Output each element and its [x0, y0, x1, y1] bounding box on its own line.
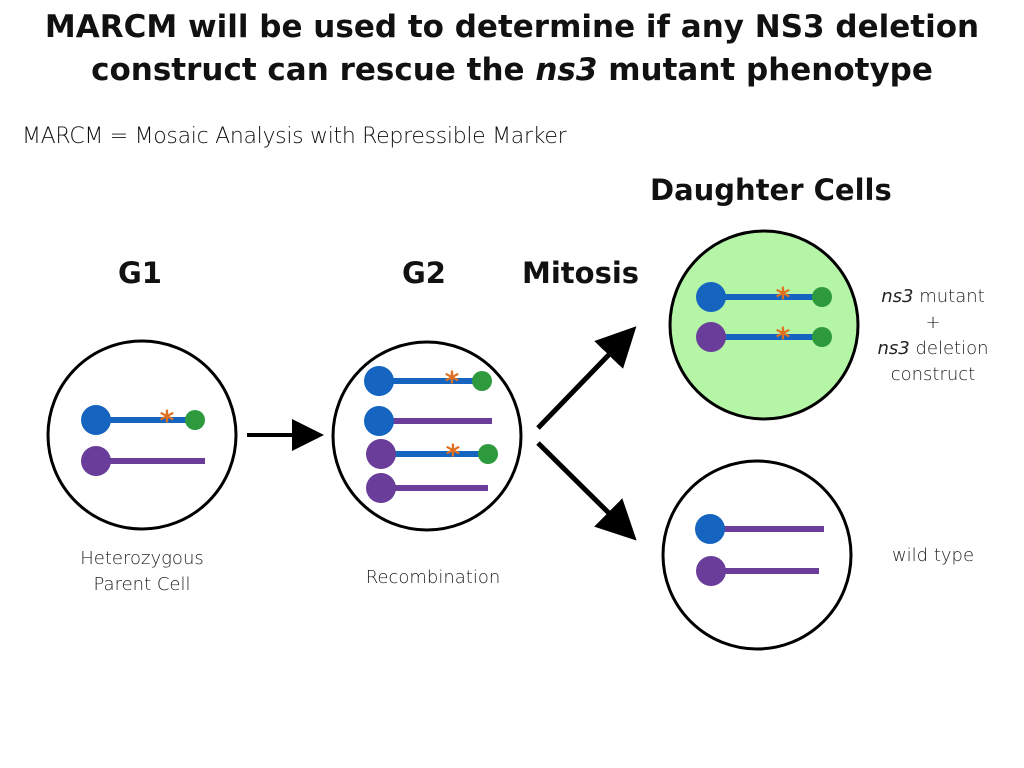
parent-cell: * [46, 339, 238, 531]
g2-heading: G2 [402, 256, 446, 290]
recombination-cell: * * [331, 340, 523, 532]
title-line-1: MARCM will be used to determine if any N… [44, 9, 980, 45]
mutation-star-icon: * [776, 321, 791, 354]
purple-chromosome-with-mutation: * [696, 321, 832, 354]
purple-chromatid-recombined: * [366, 438, 498, 471]
mutation-star-icon: * [776, 281, 791, 314]
daughter-cells-heading: Daughter Cells [650, 173, 892, 207]
mitosis-heading: Mitosis [522, 256, 640, 290]
wild-type-daughter-cell [661, 459, 853, 651]
slide-title: MARCM will be used to determine if any N… [0, 6, 1024, 92]
mitosis-arrow-up [536, 326, 637, 430]
g1-heading: G1 [118, 256, 162, 290]
blue-chromosome-wild-type [695, 514, 824, 544]
blue-chromosome-with-mutation: * [81, 404, 205, 437]
purple-chromosome [81, 446, 205, 476]
title-line-2: construct can rescue the ns3 mutant phen… [91, 52, 933, 88]
mitosis-arrow-down [536, 441, 637, 541]
mutant-daughter-cell: * * [668, 229, 860, 421]
recombination-label: Recombination [365, 567, 501, 588]
mutant-daughter-label: ns3 mutant + ns3 deletion construct [877, 286, 989, 385]
marcm-definition: MARCM = Mosaic Analysis with Repressible… [22, 124, 567, 149]
mutation-star-icon: * [445, 365, 460, 398]
parent-cell-label: Heterozygous Parent Cell [80, 548, 204, 595]
mutation-star-icon: * [160, 404, 175, 437]
blue-chromatid-with-mutation: * [364, 365, 492, 398]
purple-chromatid [366, 473, 488, 503]
blue-chromatid-recombined [364, 406, 492, 436]
blue-chromosome-with-mutation: * [696, 281, 832, 314]
wild-type-label: wild type [891, 545, 975, 566]
mutation-star-icon: * [446, 438, 461, 471]
purple-chromosome-wild-type [696, 556, 819, 586]
